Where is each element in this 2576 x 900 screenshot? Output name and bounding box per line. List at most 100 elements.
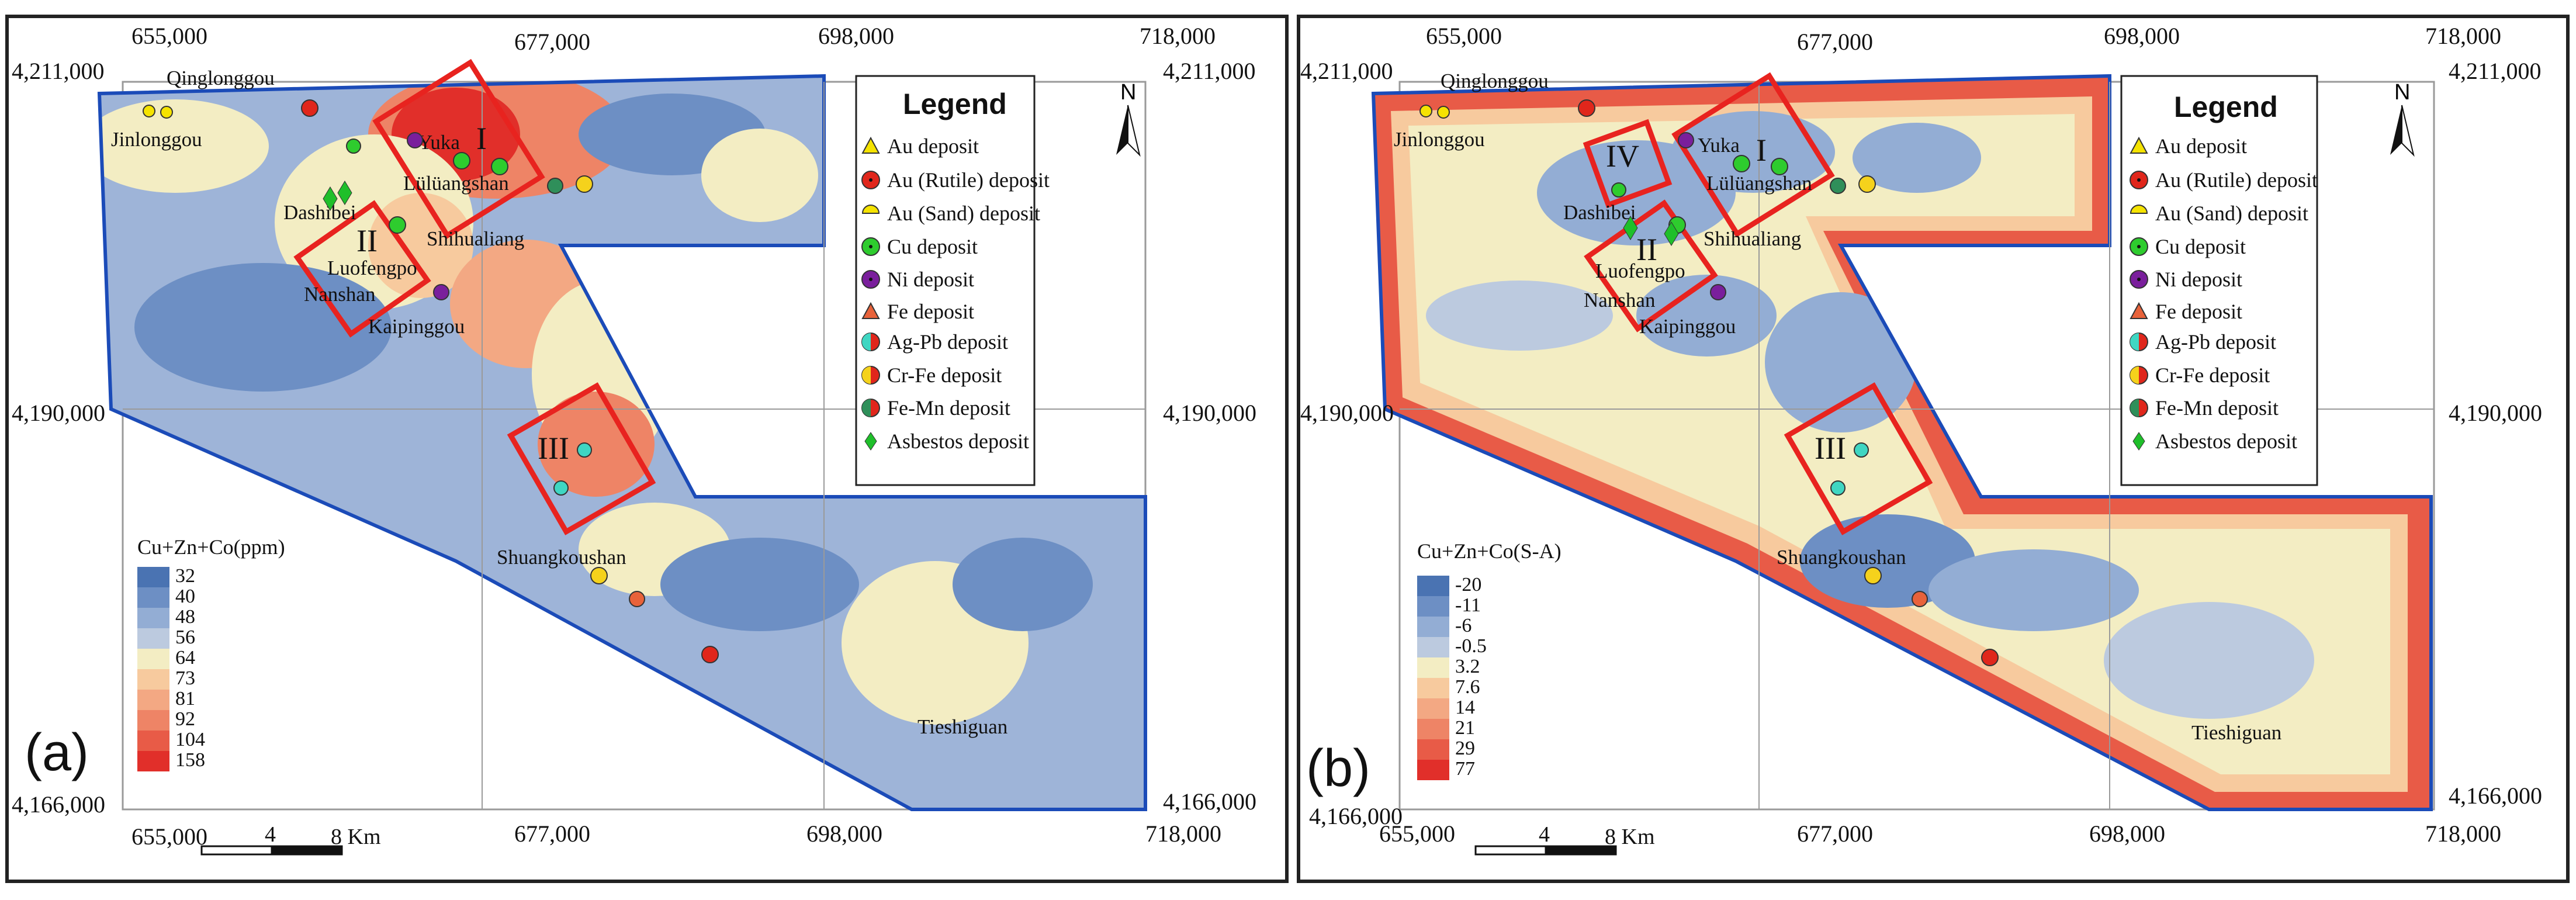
- panel-b-zone-box-3: [1784, 382, 1933, 535]
- asbestos-deposit-icon: [323, 186, 338, 211]
- panel-b-zone-label: IV: [1606, 139, 1639, 174]
- asbestos-deposit-icon: [1664, 221, 1679, 246]
- colorbar-tick-label: -20: [1455, 574, 1481, 596]
- colorbar-swatch: [1417, 678, 1449, 698]
- panel-b-colorbar-title: Cu+Zn+Co(S-A): [1417, 539, 1561, 563]
- au-sand-icon: [1419, 105, 1432, 117]
- panel-a-place-label: Jinlonggou: [111, 128, 202, 151]
- panel-b-zone-label: I: [1756, 133, 1767, 168]
- panel-a-scale-bar: 4 8 Km: [200, 822, 381, 856]
- legend-item-label: Au (Rutile) deposit: [2155, 168, 2318, 192]
- legend-item-label: Cr-Fe deposit: [2155, 364, 2270, 387]
- panel-a-zone-label: III: [538, 431, 569, 466]
- colorbar-tick-label: 56: [175, 626, 195, 648]
- panel-a-x-top-tick: 698,000: [818, 23, 894, 49]
- ag-pb-deposit-icon: [862, 333, 871, 351]
- scale-segment-light: [200, 845, 273, 856]
- panel-a-y-right-tick: 4,166,000: [1163, 788, 1256, 815]
- panel-a-x-bottom-tick: 677,000: [514, 821, 590, 847]
- au-triangle-icon: [2130, 136, 2148, 154]
- cu-deposit-icon: [1611, 182, 1626, 198]
- panel-a-x-top-tick: 718,000: [1140, 23, 1216, 49]
- cu-deposit-icon: [453, 152, 470, 169]
- legend-items: Au deposit Au (Rutile) deposit Au (Sand) d…: [2130, 134, 2318, 453]
- colorbar-swatch: [137, 710, 169, 731]
- panel-b-y-left-tick: 4,190,000: [1300, 400, 1394, 426]
- ag-pb-deposit-icon: [2130, 333, 2139, 351]
- cu-deposit-icon: [389, 216, 406, 234]
- panel-b-place-label: Luofengpo: [1595, 259, 1685, 282]
- au-rutile-icon: [701, 646, 719, 663]
- panel-b-x-top-tick: 698,000: [2104, 23, 2180, 49]
- colorbar-tick-label: -11: [1455, 594, 1481, 616]
- panel-a-place-label: Kaipinggou: [368, 315, 465, 338]
- cr-fe-deposit-icon: [590, 567, 608, 584]
- colorbar-swatch: [1417, 657, 1449, 678]
- scale-tick-4: 4: [265, 822, 276, 847]
- colorbar-tick-label: 73: [175, 667, 195, 689]
- fe-mn-deposit-icon: [629, 591, 645, 607]
- legend-item-label: Asbestos deposit: [2155, 430, 2297, 453]
- panel-a-y-left-tick: 4,166,000: [12, 791, 105, 818]
- icon-center-dot: [2137, 245, 2141, 248]
- panel-b-x-bottom-tick: 718,000: [2425, 821, 2501, 847]
- panel-a-legend: Legend Au deposit Au (Rutile) deposit Au (…: [855, 75, 1050, 486]
- north-label: N: [2394, 80, 2410, 105]
- fe-mn-deposit-icon: [1912, 591, 1928, 607]
- au-rutile-icon: [1578, 99, 1595, 117]
- north-arrow-icon: N: [1116, 80, 1141, 157]
- colorbar-tick-label: 104: [175, 729, 205, 750]
- panel-a-frame: [5, 15, 1289, 883]
- au-sand-icon: [1437, 106, 1450, 119]
- colorbar-swatch: [137, 751, 169, 771]
- colorbar-tick-label: 64: [175, 647, 195, 669]
- north-label: N: [1120, 80, 1136, 105]
- scale-segment-dark: [1545, 845, 1617, 856]
- cu-deposit-icon: [1733, 155, 1750, 172]
- colorbar-tick-label: 21: [1455, 717, 1475, 739]
- cr-fe-deposit-icon: [1858, 175, 1876, 193]
- colorbar-swatch: [137, 628, 169, 649]
- scale-tick-8: 8 Km: [1605, 825, 1655, 849]
- panel-b-y-left-tick: 4,211,000: [1300, 58, 1393, 84]
- colorbar-swatch: [1417, 596, 1449, 617]
- panel-b-x-top-tick: 655,000: [1426, 23, 1502, 49]
- legend-item-label: Cr-Fe deposit: [887, 364, 1002, 387]
- panel-a-zone-box-2: [293, 200, 431, 338]
- au-sand-icon: [143, 105, 155, 117]
- colorbar-swatch: [1417, 576, 1449, 596]
- panel-b-y-right-tick: 4,190,000: [2449, 400, 2542, 426]
- colorbar-tick-label: -0.5: [1455, 635, 1487, 657]
- panel-a-y-left-tick: 4,190,000: [12, 400, 105, 426]
- au-triangle-icon: [861, 136, 880, 154]
- panel-a-label: (a): [25, 724, 89, 782]
- panel-b-place-label: Dashibei: [1563, 201, 1636, 224]
- panel-a-place-label: Dashibei: [283, 201, 356, 224]
- au-sand-icon: [861, 205, 880, 214]
- fe-mn-deposit-icon: [862, 399, 871, 417]
- cr-fe-deposit-icon: [2130, 366, 2139, 384]
- panel-a-colorbar-title: Cu+Zn+Co(ppm): [137, 535, 285, 559]
- cr-fe-deposit-icon: [576, 175, 593, 193]
- icon-center-dot: [869, 278, 872, 281]
- panel-b-place-label: Shihualiang: [1704, 227, 1801, 250]
- fe-mn-deposit-icon: [2130, 399, 2139, 417]
- colorbar-swatch: [137, 669, 169, 690]
- asbestos-deposit-icon: [1623, 216, 1638, 240]
- scale-tick-8: 8 Km: [331, 825, 381, 849]
- panel-a-place-label: Tieshiguan: [917, 715, 1007, 738]
- colorbar-tick-label: 158: [175, 749, 205, 771]
- cu-deposit-icon: [346, 139, 361, 154]
- colorbar-swatch: [1417, 719, 1449, 739]
- panel-a-place-label: Shihualiang: [427, 227, 524, 250]
- panel-b-place-label: Nanshan: [1584, 289, 1655, 311]
- panel-a-y-left-tick: 4,211,000: [12, 58, 105, 84]
- panel-b-zone-box-4: [1583, 119, 1673, 209]
- colorbar-tick-label: 81: [175, 688, 195, 709]
- panel-b: 655,000 677,000 698,000 718,000 655,000 …: [1297, 15, 2570, 883]
- icon-center-dot: [2137, 278, 2141, 281]
- colorbar-swatch: [1417, 617, 1449, 637]
- colorbar-tick-label: 32: [175, 565, 195, 587]
